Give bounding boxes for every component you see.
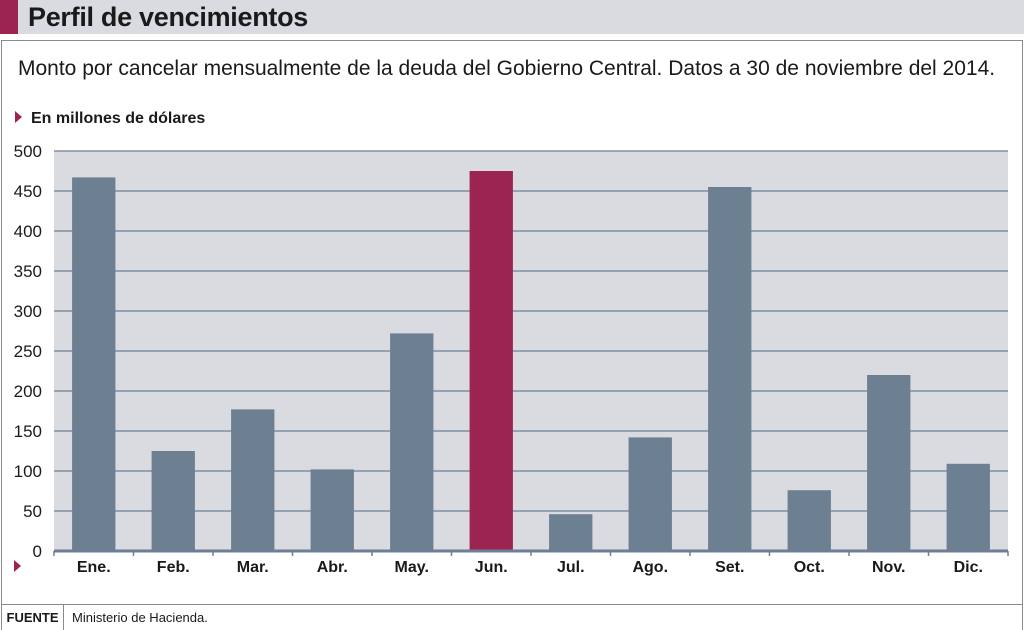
- bar: [867, 375, 911, 551]
- y-tick-label: 400: [14, 222, 42, 241]
- chart-frame: [1, 40, 1023, 604]
- bar: [708, 187, 752, 551]
- y-tick-label: 100: [14, 462, 42, 481]
- bar: [151, 451, 195, 551]
- source-text: Ministerio de Hacienda.: [72, 610, 208, 625]
- x-tick-label: Mar.: [237, 559, 269, 576]
- x-tick-label: Nov.: [872, 559, 905, 576]
- y-tick-label: 450: [14, 182, 42, 201]
- unit-label: En millones de dólares: [31, 110, 206, 127]
- x-tick-label: Oct.: [794, 559, 825, 576]
- x-tick-label: Jul.: [557, 559, 585, 576]
- x-axis-marker-icon: [14, 560, 21, 572]
- bar-highlight: [469, 171, 513, 551]
- y-tick-label: 500: [14, 142, 42, 161]
- title-accent-block: [0, 0, 18, 34]
- x-tick-label: Ago.: [632, 559, 668, 576]
- y-tick-label: 0: [33, 542, 42, 561]
- bar: [946, 463, 990, 551]
- x-tick-label: May.: [395, 559, 429, 576]
- y-tick-label: 250: [14, 342, 42, 361]
- bar: [549, 514, 593, 551]
- y-tick-label: 50: [23, 502, 42, 521]
- x-tick-label: Ene.: [77, 559, 111, 576]
- chart-subtitle: Monto por cancelar mensualmente de la de…: [18, 57, 996, 80]
- x-tick-label: Jun.: [475, 559, 508, 576]
- bar: [231, 409, 275, 551]
- source-label: FUENTE: [2, 605, 64, 630]
- y-tick-label: 200: [14, 382, 42, 401]
- x-tick-label: Dic.: [954, 559, 983, 576]
- y-tick-label: 150: [14, 422, 42, 441]
- bar-chart: 0 50 100 150 200 250 300 350 400 450 500 Ene. Feb. Ma…: [14, 142, 1009, 576]
- bar: [310, 469, 354, 551]
- x-tick-label: Set.: [715, 559, 744, 576]
- bar: [628, 437, 672, 551]
- chart-title: Perfil de vencimientos: [28, 2, 308, 32]
- x-tick-label: Feb.: [157, 559, 190, 576]
- title-bar: Perfil de vencimientos: [0, 0, 1024, 34]
- unit-marker-icon: [15, 111, 22, 123]
- y-tick-label: 300: [14, 302, 42, 321]
- footer: FUENTE Ministerio de Hacienda.: [1, 604, 1023, 630]
- bar: [72, 177, 116, 551]
- bar: [787, 490, 831, 551]
- x-tick-label: Abr.: [317, 559, 348, 576]
- bar: [390, 333, 434, 551]
- y-tick-label: 350: [14, 262, 42, 281]
